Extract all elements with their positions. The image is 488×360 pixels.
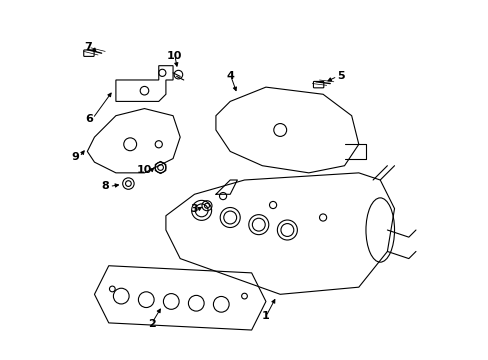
Text: 6: 6 — [84, 113, 93, 123]
Text: 3: 3 — [190, 204, 198, 214]
Text: 7: 7 — [83, 42, 91, 52]
Text: 9: 9 — [71, 152, 80, 162]
Text: 2: 2 — [147, 319, 155, 329]
Text: 8: 8 — [102, 181, 109, 192]
Text: 4: 4 — [226, 71, 234, 81]
Text: 5: 5 — [337, 71, 345, 81]
Text: 10: 10 — [167, 51, 182, 61]
Text: 10: 10 — [136, 165, 151, 175]
Text: 1: 1 — [262, 311, 269, 321]
